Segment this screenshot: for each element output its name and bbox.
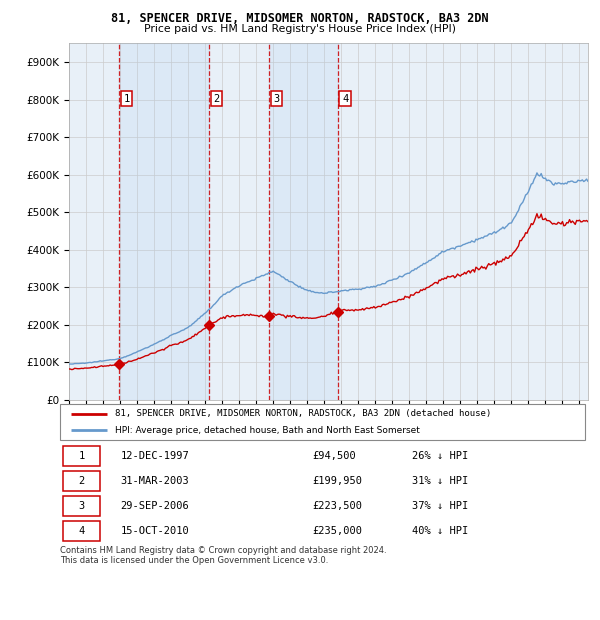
Text: £235,000: £235,000 bbox=[312, 526, 362, 536]
Text: £199,950: £199,950 bbox=[312, 476, 362, 486]
FancyBboxPatch shape bbox=[62, 496, 100, 516]
Text: 1: 1 bbox=[79, 451, 85, 461]
Bar bbox=[119, 43, 209, 400]
Text: 29-SEP-2006: 29-SEP-2006 bbox=[121, 501, 189, 511]
Text: 81, SPENCER DRIVE, MIDSOMER NORTON, RADSTOCK, BA3 2DN (detached house): 81, SPENCER DRIVE, MIDSOMER NORTON, RADS… bbox=[115, 409, 491, 419]
Text: 31% ↓ HPI: 31% ↓ HPI bbox=[412, 476, 468, 486]
Text: 31-MAR-2003: 31-MAR-2003 bbox=[121, 476, 189, 486]
Text: 15-OCT-2010: 15-OCT-2010 bbox=[121, 526, 189, 536]
Text: Price paid vs. HM Land Registry's House Price Index (HPI): Price paid vs. HM Land Registry's House … bbox=[144, 24, 456, 33]
Text: Contains HM Land Registry data © Crown copyright and database right 2024.
This d: Contains HM Land Registry data © Crown c… bbox=[60, 546, 386, 565]
FancyBboxPatch shape bbox=[62, 471, 100, 491]
Text: £94,500: £94,500 bbox=[312, 451, 356, 461]
FancyBboxPatch shape bbox=[62, 521, 100, 541]
Text: 2: 2 bbox=[79, 476, 85, 486]
Text: 37% ↓ HPI: 37% ↓ HPI bbox=[412, 501, 468, 511]
Text: 26% ↓ HPI: 26% ↓ HPI bbox=[412, 451, 468, 461]
Text: 81, SPENCER DRIVE, MIDSOMER NORTON, RADSTOCK, BA3 2DN: 81, SPENCER DRIVE, MIDSOMER NORTON, RADS… bbox=[111, 12, 489, 25]
Text: 40% ↓ HPI: 40% ↓ HPI bbox=[412, 526, 468, 536]
FancyBboxPatch shape bbox=[62, 446, 100, 466]
FancyBboxPatch shape bbox=[60, 404, 585, 440]
Text: 4: 4 bbox=[342, 94, 348, 104]
Text: 1: 1 bbox=[124, 94, 130, 104]
Text: HPI: Average price, detached house, Bath and North East Somerset: HPI: Average price, detached house, Bath… bbox=[115, 426, 420, 435]
Text: 3: 3 bbox=[79, 501, 85, 511]
Text: £223,500: £223,500 bbox=[312, 501, 362, 511]
Text: 4: 4 bbox=[79, 526, 85, 536]
Text: 3: 3 bbox=[273, 94, 280, 104]
Text: 2: 2 bbox=[214, 94, 220, 104]
Text: 12-DEC-1997: 12-DEC-1997 bbox=[121, 451, 189, 461]
Bar bbox=[269, 43, 338, 400]
